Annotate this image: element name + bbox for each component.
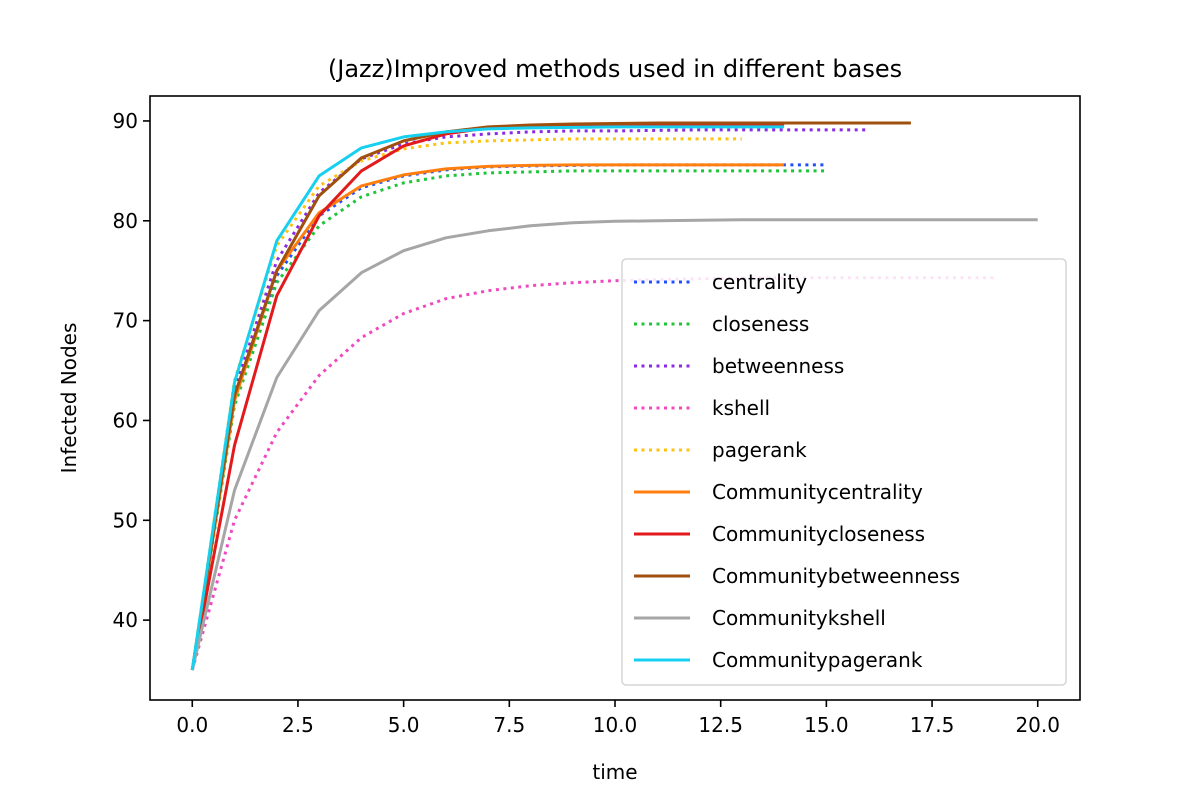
legend-label-kshell: kshell [712,396,770,420]
legend-label-betweenness: betweenness [712,354,844,378]
x-tick-label: 10.0 [593,713,638,737]
x-tick-label: 20.0 [1015,713,1060,737]
legend-label-closeness: closeness [712,312,809,336]
x-axis: 0.0 2.5 5.0 7.5 10.0 12.5 15.0 17.5 20.0 [176,700,1060,737]
series-line-communitykshell [190,218,1038,671]
legend-label-communitycentrality: Communitycentrality [712,480,923,504]
x-axis-label: time [592,760,637,784]
legend-box [621,258,1067,686]
legend-label-communitybetweenness: Communitybetweenness [712,564,960,588]
x-tick-label: 17.5 [910,713,955,737]
x-tick-label: 2.5 [282,713,314,737]
series-line-communitypagerank [190,125,785,671]
series-line-betweenness [190,128,869,671]
legend-label-communitypagerank: Communitypagerank [712,648,923,672]
legend-label-pagerank: pagerank [712,438,807,462]
x-tick-label: 12.5 [698,713,743,737]
x-tick-label: 5.0 [388,713,420,737]
y-tick-label: 70 [113,309,138,333]
y-axis: 40 50 60 70 80 90 [113,109,150,632]
y-tick-label: 90 [113,109,138,133]
legend: centrality closeness betweenness kshell page… [621,258,1067,686]
legend-label-centrality: centrality [712,270,807,294]
x-tick-label: 15.0 [804,713,849,737]
series-layer [190,121,1038,671]
legend-label-communitykshell: Communitykshell [712,606,886,630]
legend-label-communitycloseness: Communitycloseness [712,522,925,546]
y-axis-label: Infected Nodes [57,323,81,474]
y-tick-label: 50 [113,508,138,532]
y-tick-label: 80 [113,209,138,233]
y-tick-label: 60 [113,408,138,432]
x-tick-label: 0.0 [176,713,208,737]
y-tick-label: 40 [113,608,138,632]
series-line-communitybetweenness [190,121,911,671]
x-tick-label: 7.5 [493,713,525,737]
series-line-kshell [190,276,996,671]
series-line-communitycentrality [190,163,785,671]
chart-title: (Jazz)Improved methods used in different… [328,55,902,83]
